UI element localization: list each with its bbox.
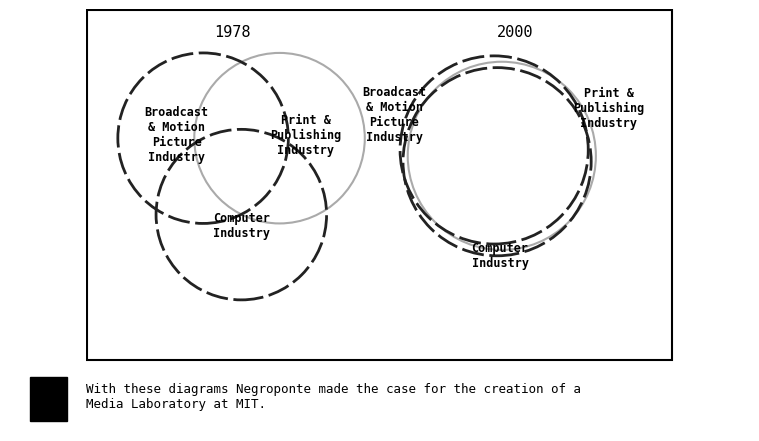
Text: Print &
Publishing
Industry: Print & Publishing Industry	[573, 87, 644, 131]
Text: Broadcast
& Motion
Picture
Industry: Broadcast & Motion Picture Industry	[362, 86, 427, 144]
FancyBboxPatch shape	[30, 377, 67, 421]
Text: Print &
Publishing
Industry: Print & Publishing Industry	[270, 114, 342, 157]
Text: 1978: 1978	[214, 25, 250, 40]
Text: 2000: 2000	[496, 25, 533, 40]
Text: Computer
Industry: Computer Industry	[471, 242, 528, 270]
Text: Computer
Industry: Computer Industry	[213, 213, 269, 240]
Text: With these diagrams Negroponte made the case for the creation of a
Media Laborat: With these diagrams Negroponte made the …	[86, 383, 581, 411]
FancyBboxPatch shape	[87, 10, 672, 360]
Text: Broadcast
& Motion
Picture
Industry: Broadcast & Motion Picture Industry	[144, 106, 209, 164]
